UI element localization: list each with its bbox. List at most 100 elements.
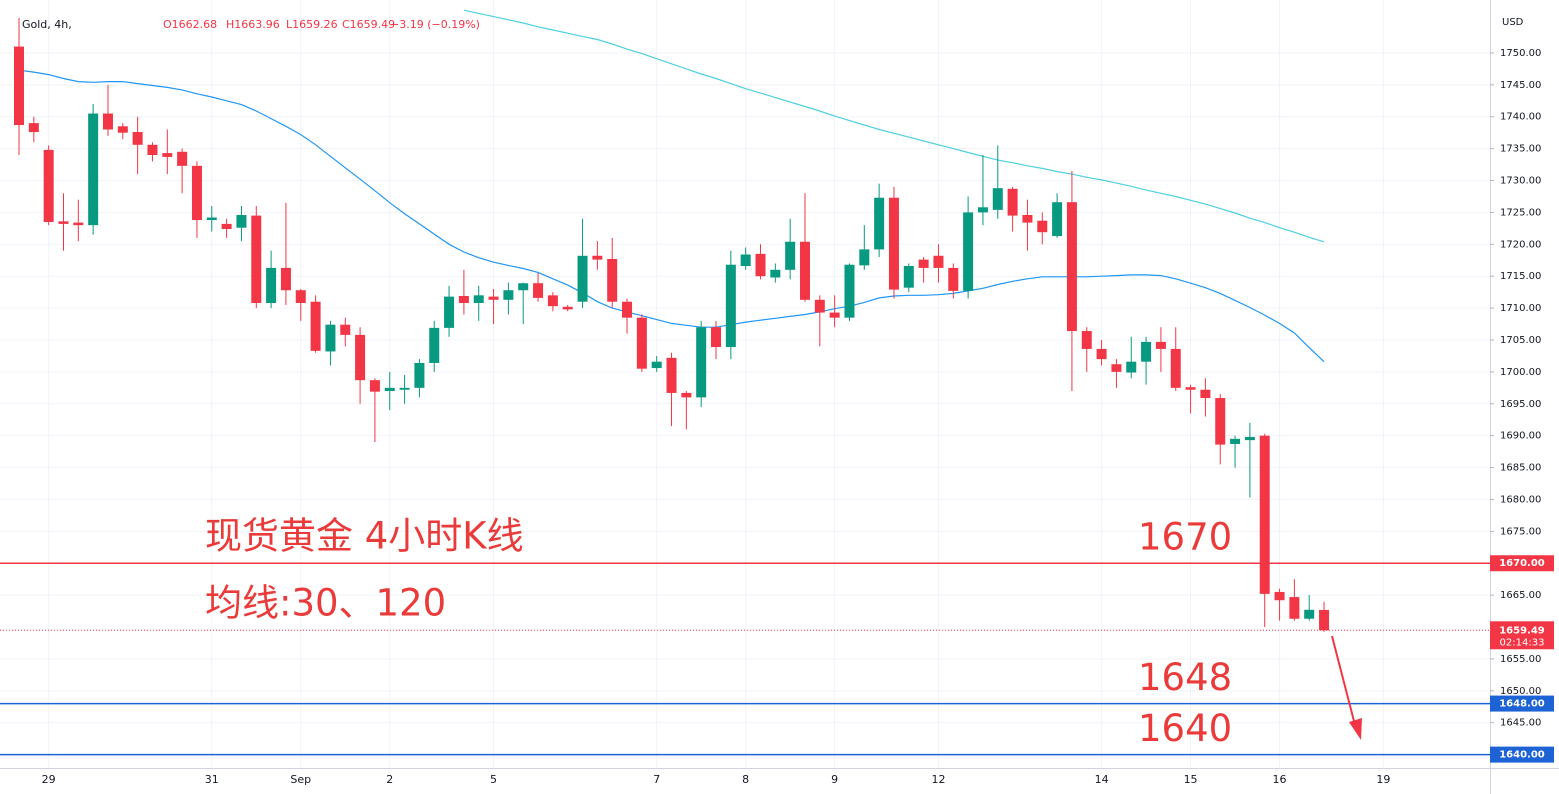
- y-tick-label: 1720.00: [1500, 239, 1541, 250]
- candle-body: [844, 264, 855, 318]
- candle-body: [770, 269, 781, 278]
- candle-body: [1215, 398, 1226, 445]
- x-tick-label: 9: [831, 773, 838, 786]
- plot: [0, 9, 1490, 756]
- candle-body: [666, 357, 677, 393]
- y-tick-label: 1650.00: [1500, 686, 1541, 697]
- candle-body: [903, 265, 914, 288]
- y-tick-label: 1680.00: [1500, 494, 1541, 505]
- x-tick-label: 7: [653, 773, 660, 786]
- x-tick-label: 5: [490, 773, 497, 786]
- candle-body: [399, 387, 410, 390]
- candle-body: [58, 221, 69, 224]
- x-tick-label: 31: [205, 773, 219, 786]
- candle-body: [73, 222, 84, 226]
- candle-body: [992, 188, 1003, 210]
- y-tick-label: 1740.00: [1500, 112, 1541, 123]
- candle-body: [1230, 438, 1241, 444]
- level-annotation: 1670: [1138, 516, 1232, 559]
- y-tick-label: 1675.00: [1500, 526, 1541, 537]
- candle-body: [414, 362, 425, 388]
- candle-body: [592, 255, 603, 260]
- candle-body: [1244, 436, 1255, 441]
- candle-body: [1066, 202, 1077, 332]
- candle-body: [1052, 202, 1063, 237]
- candle-body: [458, 295, 469, 303]
- level-label: 1640.00: [1499, 750, 1545, 761]
- candle-body: [1022, 214, 1033, 223]
- candle-body: [1170, 348, 1181, 388]
- candle-body: [473, 295, 484, 303]
- candle-body: [236, 214, 247, 228]
- candle-body: [102, 113, 113, 130]
- candle-body: [295, 290, 306, 303]
- candle-body: [977, 207, 988, 213]
- candle-body: [266, 267, 277, 303]
- y-tick-label: 1700.00: [1500, 367, 1541, 378]
- candle-body: [1185, 387, 1196, 390]
- level-label-bg: [1490, 555, 1554, 572]
- candle-body: [310, 301, 321, 351]
- candle-body: [785, 241, 796, 270]
- candle-body: [1096, 348, 1107, 360]
- y-tick-label: 1750.00: [1500, 48, 1541, 59]
- candle-body: [14, 46, 24, 126]
- x-tick-label: 15: [1184, 773, 1198, 786]
- ohlc-close: C1659.49: [342, 18, 395, 31]
- y-tick-label: 1665.00: [1500, 590, 1541, 601]
- symbol: Gold, 4h,: [22, 18, 72, 31]
- last-price-bg: [1490, 621, 1554, 650]
- x-tick-label: 2: [386, 773, 393, 786]
- candle-body: [488, 296, 499, 300]
- arrow-head: [1349, 718, 1362, 740]
- ohlc-low: L1659.26: [286, 18, 338, 31]
- level-annotation: 1640: [1138, 707, 1232, 750]
- candle-body: [88, 113, 99, 226]
- candle-body: [1274, 591, 1285, 601]
- candle-body: [577, 255, 588, 302]
- level-label-bg: [1490, 695, 1554, 712]
- candle-body: [1289, 597, 1300, 619]
- y-tick-label: 1715.00: [1500, 271, 1541, 282]
- candle-body: [384, 387, 395, 392]
- candle-body: [933, 255, 944, 268]
- candle-body: [859, 249, 870, 266]
- y-tick-label: 1710.00: [1500, 303, 1541, 314]
- candle-body: [740, 254, 751, 266]
- candle-body: [622, 301, 633, 318]
- candle-body: [43, 149, 54, 222]
- candle-body: [1126, 361, 1137, 373]
- candle-body: [280, 267, 291, 291]
- x-tick-label: 16: [1273, 773, 1287, 786]
- candle-body: [177, 151, 188, 166]
- y-tick-label: 1730.00: [1500, 176, 1541, 187]
- candle-body: [829, 312, 840, 318]
- candle-body: [1304, 609, 1315, 619]
- annotation-ma: 均线:30、120: [205, 582, 446, 625]
- axis-unit: USD: [1502, 17, 1524, 28]
- candle-body: [963, 212, 974, 291]
- y-tick-label: 1745.00: [1500, 80, 1541, 91]
- x-tick-label: 14: [1095, 773, 1109, 786]
- candle-body: [221, 223, 232, 229]
- candle-body: [117, 126, 128, 133]
- candle-body: [547, 295, 558, 307]
- candle-body: [607, 258, 618, 302]
- candle-body: [1141, 341, 1152, 362]
- last-price-label: 1659.49: [1499, 625, 1545, 636]
- candle-body: [1319, 609, 1330, 631]
- candle-body: [355, 334, 366, 381]
- candle-body: [132, 132, 143, 145]
- candle-body: [918, 259, 929, 268]
- candle-body: [948, 267, 959, 291]
- candle-body: [681, 392, 692, 398]
- level-annotation: 1648: [1138, 656, 1232, 699]
- candle-body: [562, 306, 573, 310]
- grid: [0, 0, 1490, 768]
- y-tick-label: 1690.00: [1500, 431, 1541, 442]
- candle-body: [696, 327, 707, 398]
- y-tick-label: 1725.00: [1500, 207, 1541, 218]
